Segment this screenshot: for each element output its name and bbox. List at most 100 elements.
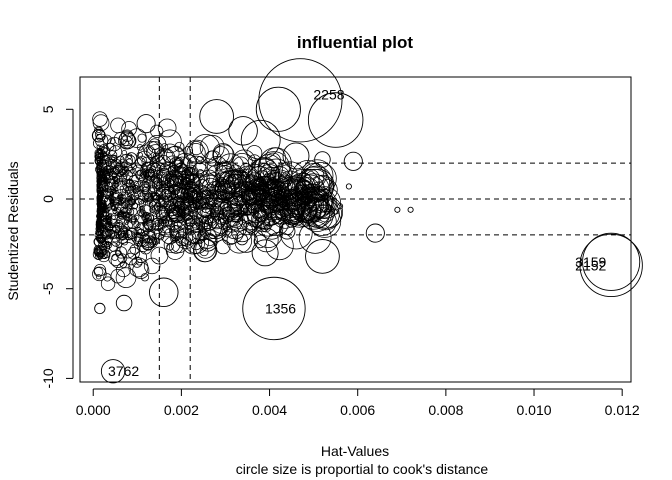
data-point: [141, 164, 147, 170]
x-tick-label: 0.002: [164, 402, 199, 418]
data-point: [221, 228, 239, 246]
influence-circle: [240, 119, 281, 160]
data-point: [236, 213, 259, 236]
x-tick-label: 0.006: [340, 402, 375, 418]
data-point: [95, 228, 103, 237]
data-point: [139, 208, 145, 214]
data-point: [99, 154, 109, 164]
data-point: [97, 249, 111, 263]
data-point: [152, 194, 161, 203]
data-point: [134, 195, 140, 201]
data-point: [126, 213, 131, 218]
data-point: [111, 237, 121, 247]
data-point: [215, 162, 234, 181]
data-point: [184, 229, 210, 254]
data-point: [111, 188, 117, 194]
data-point: [254, 216, 271, 233]
influence-circle: [199, 99, 234, 134]
data-point: [169, 239, 184, 254]
data-point: [100, 203, 105, 208]
data-point: [207, 210, 227, 230]
data-point: [134, 190, 142, 198]
chart-title: influential plot: [297, 33, 413, 52]
data-point: [105, 142, 115, 152]
data-point: [111, 253, 119, 261]
data-point: [128, 214, 137, 223]
data-point: [147, 193, 154, 200]
data-point: [161, 188, 172, 200]
data-point: [110, 166, 120, 175]
data-point: [124, 205, 129, 210]
data-point: [132, 164, 144, 176]
data-point: [173, 208, 179, 214]
data-point: [118, 211, 123, 216]
influence-circle: [332, 208, 339, 215]
data-point: [108, 221, 113, 226]
data-point: [253, 234, 267, 249]
data-point: [160, 217, 168, 224]
data-point: [124, 203, 129, 208]
data-point: [106, 164, 112, 170]
data-point: [212, 143, 234, 164]
data-point: [128, 257, 149, 278]
data-point: [110, 195, 115, 200]
data-point: [94, 231, 103, 240]
data-point: [96, 231, 102, 237]
data-point: [147, 181, 156, 189]
data-point: [284, 213, 299, 228]
y-axis-label: Studentized Residuals: [5, 161, 21, 300]
data-point: [185, 181, 196, 193]
data-point: [137, 133, 147, 143]
data-point: [208, 189, 220, 200]
data-point: [183, 166, 193, 176]
data-point: [121, 129, 134, 142]
data-point: [119, 130, 135, 147]
influence-circle: [407, 206, 414, 213]
influence-circle: [337, 203, 344, 210]
data-point: [207, 211, 225, 228]
data-point: [108, 242, 119, 252]
data-point: [159, 189, 173, 202]
data-point: [126, 178, 133, 185]
y-tick-label: -10: [40, 368, 56, 388]
data-point: [206, 172, 222, 188]
data-point: [97, 172, 102, 177]
data-point: [206, 164, 230, 187]
y-tick-label: 0: [40, 195, 56, 203]
data-point: [133, 180, 142, 189]
data-point: [236, 233, 248, 246]
data-point: [141, 182, 152, 192]
data-point: [100, 191, 104, 196]
data-point: [160, 143, 180, 163]
data-point: [215, 239, 231, 255]
data-point: [146, 236, 158, 249]
influence-circle: [149, 277, 179, 308]
data-point: [180, 238, 189, 247]
data-point: [103, 177, 110, 183]
data-point: [131, 231, 144, 245]
data-point: [155, 206, 170, 221]
data-point: [102, 171, 111, 180]
plot-frame: [79, 76, 632, 383]
data-point: [102, 253, 108, 260]
data-point: [112, 197, 117, 201]
data-point: [151, 222, 164, 234]
data-point: [146, 215, 159, 228]
data-point: [297, 166, 331, 200]
x-axis: 0.000 0.002 0.004 0.006 0.008 0.010 0.012: [76, 388, 640, 418]
data-point: [96, 162, 103, 169]
data-point: [103, 273, 112, 282]
data-point: [183, 154, 197, 169]
data-point: [109, 167, 119, 177]
data-point: [105, 194, 110, 199]
x-tick-label: 0.004: [252, 402, 287, 418]
data-point: [115, 241, 123, 249]
data-point: [244, 175, 262, 193]
data-point: [120, 164, 126, 170]
data-point: [104, 185, 109, 190]
data-point: [275, 180, 306, 211]
data-point: [189, 173, 200, 183]
data-point: [125, 217, 131, 223]
data-point: [157, 205, 162, 210]
